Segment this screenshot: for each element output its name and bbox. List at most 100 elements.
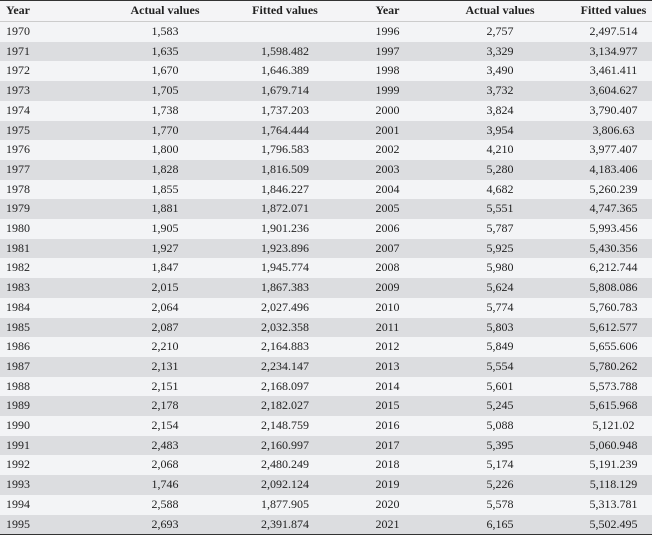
actual-value-cell: 2,588 <box>110 494 220 515</box>
fitted-value-cell: 2,497.514 <box>575 21 652 42</box>
year-cell: 1970 <box>0 21 110 42</box>
year-cell: 2009 <box>350 278 425 298</box>
fitted-value-cell: 1,646.389 <box>220 61 350 82</box>
actual-value-cell: 2,068 <box>110 455 220 476</box>
table-row: 1971 1,635 1,598.482 1997 3,329 3,134.977 <box>0 41 652 62</box>
actual-value-cell: 5,551 <box>425 199 575 220</box>
fitted-value-cell: 4,183.406 <box>575 159 652 180</box>
year-cell: 1983 <box>0 278 110 298</box>
year-cell: 2005 <box>350 199 425 220</box>
fitted-value-cell: 5,191.239 <box>575 455 652 476</box>
fitted-value-cell: 3,806.63 <box>575 120 652 141</box>
table-row: 1987 2,131 2,234.147 2013 5,554 5,780.262 <box>0 356 652 377</box>
year-cell: 2021 <box>350 514 425 535</box>
table-row: 1975 1,770 1,764.444 2001 3,954 3,806.63 <box>0 120 652 141</box>
table-row: 1973 1,705 1,679.714 1999 3,732 3,604.627 <box>0 81 652 101</box>
table-row: 1995 2,693 2,391.874 2021 6,165 5,502.495 <box>0 514 652 535</box>
header-year: Year <box>0 0 110 22</box>
actual-value-cell: 4,210 <box>425 140 575 160</box>
year-cell: 1975 <box>0 120 110 141</box>
actual-value-cell: 2,693 <box>110 514 220 535</box>
fitted-value-cell: 4,747.365 <box>575 199 652 220</box>
actual-value-cell: 3,329 <box>425 41 575 62</box>
fitted-value-cell: 3,604.627 <box>575 81 652 101</box>
year-cell: 2002 <box>350 140 425 160</box>
fitted-value-cell: 2,391.874 <box>220 514 350 535</box>
actual-value-cell: 5,578 <box>425 494 575 515</box>
actual-value-cell: 5,395 <box>425 435 575 456</box>
table-row: 1985 2,087 2,032.358 2011 5,803 5,612.577 <box>0 317 652 338</box>
actual-value-cell: 5,803 <box>425 317 575 338</box>
year-cell: 1990 <box>0 416 110 436</box>
fitted-value-cell: 5,655.606 <box>575 337 652 357</box>
fitted-value-cell: 5,780.262 <box>575 356 652 377</box>
fitted-value-cell: 3,134.977 <box>575 41 652 62</box>
actual-value-cell: 1,738 <box>110 100 220 121</box>
header-year-2: Year <box>350 0 425 22</box>
year-cell: 2007 <box>350 238 425 259</box>
year-cell: 2017 <box>350 435 425 456</box>
actual-value-cell: 5,245 <box>425 396 575 417</box>
year-cell: 2013 <box>350 356 425 377</box>
actual-value-cell: 2,154 <box>110 416 220 436</box>
year-cell: 1979 <box>0 199 110 220</box>
year-cell: 1985 <box>0 317 110 338</box>
fitted-value-cell: 3,461.411 <box>575 61 652 82</box>
fitted-value-cell: 2,092.124 <box>220 475 350 495</box>
actual-value-cell: 5,601 <box>425 376 575 397</box>
actual-value-cell: 5,774 <box>425 297 575 318</box>
year-cell: 1982 <box>0 258 110 279</box>
fitted-value-cell: 2,182.027 <box>220 396 350 417</box>
actual-value-cell: 1,828 <box>110 159 220 180</box>
actual-value-cell: 5,226 <box>425 475 575 495</box>
fitted-value-cell: 1,945.774 <box>220 258 350 279</box>
actual-value-cell: 2,087 <box>110 317 220 338</box>
table-row: 1983 2,015 1,867.383 2009 5,624 5,808.086 <box>0 278 652 298</box>
fitted-value-cell: 1,796.583 <box>220 140 350 160</box>
fitted-value-cell: 1,872.071 <box>220 199 350 220</box>
year-cell: 2015 <box>350 396 425 417</box>
year-cell: 1999 <box>350 81 425 101</box>
table-row: 1994 2,588 1,877.905 2020 5,578 5,313.781 <box>0 494 652 515</box>
actual-value-cell: 1,635 <box>110 41 220 62</box>
year-cell: 1992 <box>0 455 110 476</box>
actual-value-cell: 1,847 <box>110 258 220 279</box>
year-cell: 1998 <box>350 61 425 82</box>
year-cell: 2012 <box>350 337 425 357</box>
actual-value-cell: 5,088 <box>425 416 575 436</box>
year-cell: 2004 <box>350 179 425 200</box>
year-cell: 1995 <box>0 514 110 535</box>
fitted-value-cell: 5,993.456 <box>575 219 652 239</box>
fitted-value-cell: 5,615.968 <box>575 396 652 417</box>
fitted-value-cell: 5,260.239 <box>575 179 652 200</box>
actual-value-cell: 1,746 <box>110 475 220 495</box>
year-cell: 1986 <box>0 337 110 357</box>
fitted-value-cell: 1,816.509 <box>220 159 350 180</box>
actual-value-cell: 4,682 <box>425 179 575 200</box>
fitted-value-cell: 2,234.147 <box>220 356 350 377</box>
year-cell: 2020 <box>350 494 425 515</box>
fitted-value-cell: 5,060.948 <box>575 435 652 456</box>
fitted-value-cell: 2,480.249 <box>220 455 350 476</box>
actual-value-cell: 5,554 <box>425 356 575 377</box>
year-cell: 2010 <box>350 297 425 318</box>
year-cell: 1984 <box>0 297 110 318</box>
actual-value-cell: 1,800 <box>110 140 220 160</box>
actual-value-cell: 2,015 <box>110 278 220 298</box>
fitted-value-cell: 1,764.444 <box>220 120 350 141</box>
actual-value-cell: 3,490 <box>425 61 575 82</box>
table-row: 1974 1,738 1,737.203 2000 3,824 3,790.407 <box>0 100 652 121</box>
fitted-value-cell: 2,148.759 <box>220 416 350 436</box>
table-row: 1979 1,881 1,872.071 2005 5,551 4,747.365 <box>0 199 652 220</box>
actual-value-cell: 3,732 <box>425 81 575 101</box>
fitted-value-cell: 1,867.383 <box>220 278 350 298</box>
actual-value-cell: 6,165 <box>425 514 575 535</box>
fitted-value-cell: 5,118.129 <box>575 475 652 495</box>
fitted-value-cell: 1,679.714 <box>220 81 350 101</box>
actual-value-cell: 2,178 <box>110 396 220 417</box>
year-cell: 1991 <box>0 435 110 456</box>
fitted-value-cell: 2,168.097 <box>220 376 350 397</box>
table-row: 1990 2,154 2,148.759 2016 5,088 5,121.02 <box>0 416 652 436</box>
fitted-value-cell: 5,313.781 <box>575 494 652 515</box>
fitted-value-cell: 5,573.788 <box>575 376 652 397</box>
